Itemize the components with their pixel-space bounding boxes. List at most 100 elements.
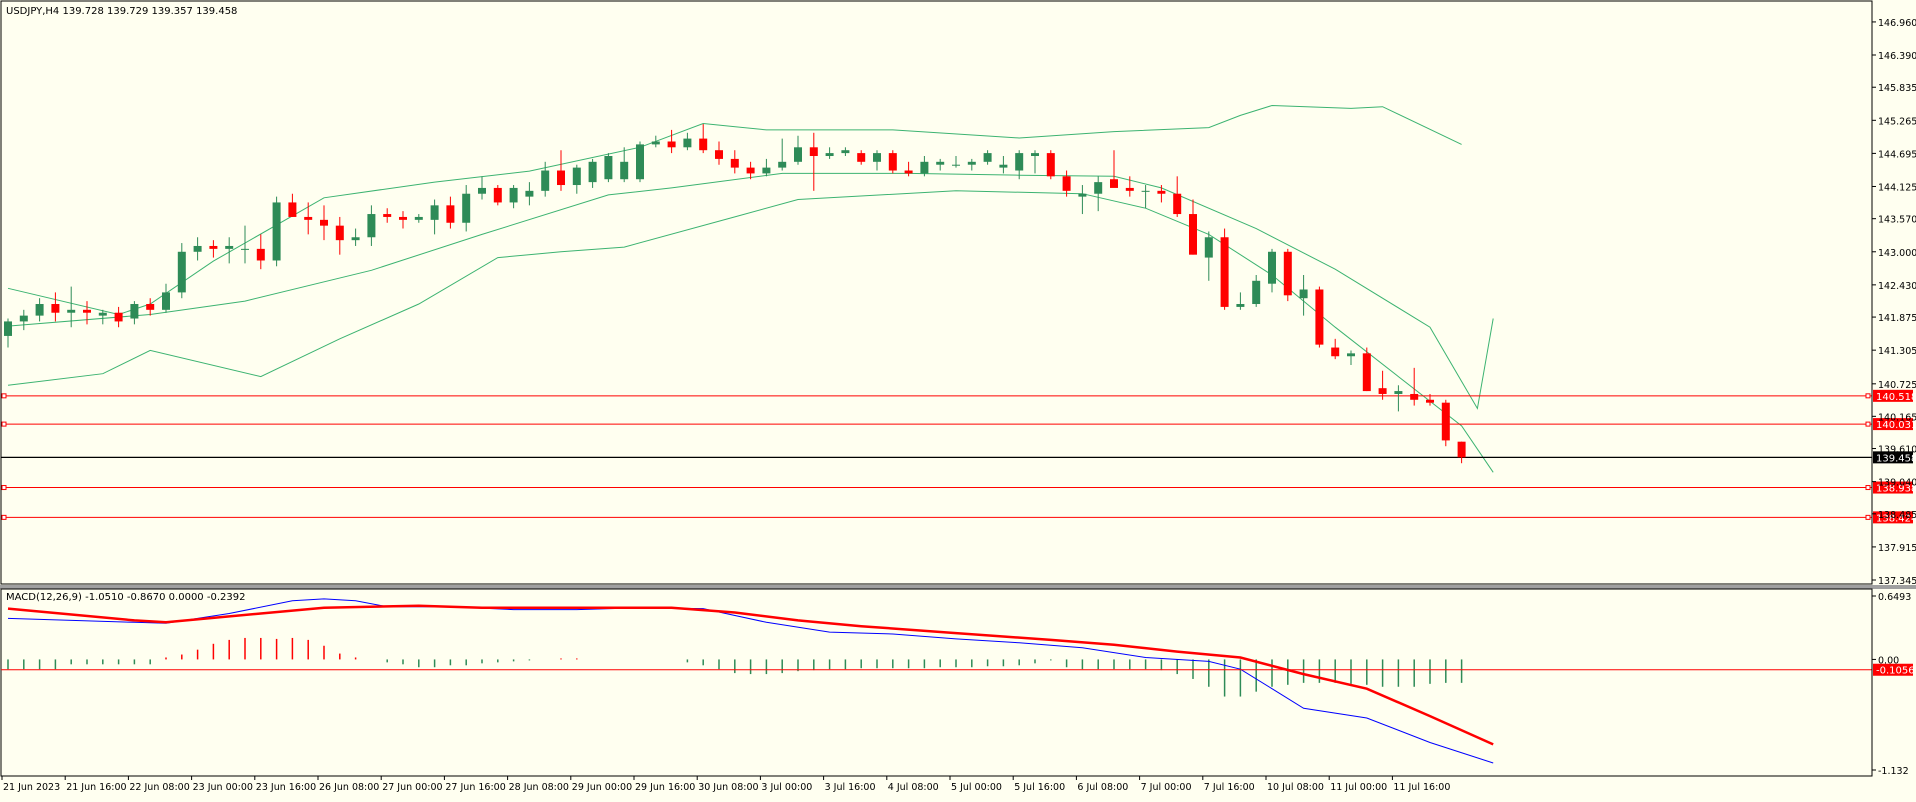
price-tick-label: 140.165 (1878, 412, 1916, 423)
candle-body (746, 167, 755, 174)
time-tick-label: 11 Jul 16:00 (1393, 782, 1450, 793)
macd-tick-label: -1.132 (1878, 766, 1909, 777)
level-handle-left[interactable] (1, 393, 7, 399)
time-tick-label: 4 Jul 08:00 (888, 782, 939, 793)
candle-body (1331, 347, 1340, 357)
candle-body (446, 205, 455, 223)
horizontal-levels[interactable]: 140.518 140.031 138.938 138.424 139.458 (1, 389, 1916, 525)
macd-indicator (1, 598, 1872, 764)
time-tick-label: 5 Jul 00:00 (951, 782, 1002, 793)
level-price-label: 140.031 (1876, 420, 1916, 431)
level-price-label: 138.424 (1876, 513, 1916, 524)
candle-body (730, 158, 739, 168)
candles (4, 124, 1466, 464)
candle-body (715, 150, 723, 159)
candle-body (888, 153, 897, 171)
candle-body (1094, 182, 1103, 194)
chart-title: USDJPY,H4 139.728 139.729 139.357 139.45… (6, 6, 237, 17)
level-handle-right[interactable] (1865, 485, 1871, 491)
candle-body (636, 144, 644, 180)
time-tick-label: 21 Jun 2023 (3, 782, 60, 793)
candle-body (904, 170, 913, 174)
candle-body (683, 138, 692, 148)
candle-body (794, 147, 802, 162)
candle-body (19, 315, 28, 322)
candle-body (1125, 187, 1134, 191)
time-tick-label: 23 Jun 16:00 (256, 782, 316, 793)
price-tick-label: 138.485 (1878, 510, 1916, 521)
level-price-tag (1873, 481, 1913, 494)
candle-body (920, 161, 929, 174)
macd-title: MACD(12,26,9) -1.0510 -0.8670 0.0000 -0.… (6, 592, 245, 603)
price-tick-label: 141.875 (1878, 313, 1916, 324)
band-upper (7, 104, 1462, 316)
candle-body (335, 225, 344, 241)
candle-body (146, 304, 155, 310)
bid-price-label: 139.458 (1876, 453, 1916, 464)
level-price-tag (1873, 418, 1913, 431)
candle-body (1141, 190, 1150, 192)
price-tick-label: 139.040 (1878, 478, 1916, 489)
price-tick-label: 141.305 (1878, 346, 1916, 357)
candle-body (320, 219, 328, 226)
candle-body (525, 190, 534, 197)
candle-body (478, 187, 486, 194)
candle-body (809, 147, 818, 157)
candle-body (414, 216, 423, 220)
price-tick-label: 143.000 (1878, 248, 1916, 259)
level-handle-left[interactable] (1, 514, 7, 520)
level-handle-left[interactable] (1, 421, 7, 427)
candle-body (1015, 153, 1024, 171)
candle-body (67, 309, 76, 313)
time-tick-label: 5 Jul 16:00 (1014, 782, 1065, 793)
time-tick-label: 30 Jun 08:00 (698, 782, 758, 793)
level-price-label: 138.938 (1876, 484, 1916, 495)
candle-body (873, 153, 881, 162)
candle-body (620, 161, 629, 180)
level-handle-right[interactable] (1865, 393, 1871, 399)
price-tick-label: 137.345 (1878, 576, 1916, 587)
macd-signal-line (7, 604, 1494, 746)
candle-body (983, 153, 992, 162)
candle-body (541, 170, 550, 191)
candle-body (699, 138, 708, 151)
candle-body (1252, 280, 1261, 305)
candle-body (1062, 176, 1071, 191)
macd-tick-label: 0.6493 (1878, 592, 1911, 603)
candle-body (588, 161, 597, 183)
time-tick-label: 27 Jun 00:00 (382, 782, 442, 793)
time-tick-label: 29 Jun 00:00 (572, 782, 632, 793)
level-handle-right[interactable] (1865, 514, 1871, 520)
candle-body (651, 141, 660, 145)
candle-body (1189, 214, 1197, 255)
candle-body (399, 216, 407, 220)
candle-body (4, 321, 12, 336)
level-price-label: 140.518 (1876, 392, 1916, 403)
level-handle-left[interactable] (1, 485, 7, 491)
candle-body (778, 161, 787, 168)
level-price-tag (1873, 511, 1913, 524)
candle-body (967, 161, 976, 165)
candle-body (762, 167, 771, 174)
candle-body (209, 245, 218, 249)
candle-body (367, 214, 376, 238)
time-tick-label: 21 Jun 16:00 (66, 782, 126, 793)
candle-body (1268, 251, 1276, 284)
candle-body (272, 202, 281, 261)
time-tick-label: 3 Jul 16:00 (825, 782, 876, 793)
panel-separator[interactable] (0, 585, 1916, 589)
candle-body (130, 304, 139, 319)
candle-body (1299, 289, 1308, 299)
candle-body (351, 237, 360, 241)
price-tick-label: 145.265 (1878, 116, 1916, 127)
price-tick-label: 143.570 (1878, 215, 1916, 226)
price-tick-label: 146.390 (1878, 51, 1916, 62)
candle-body (51, 304, 60, 313)
level-handle-right[interactable] (1865, 421, 1871, 427)
macd-level-label: -0.1056 (1876, 666, 1915, 677)
price-tick-label: 144.695 (1878, 149, 1916, 160)
candle-body (493, 187, 502, 203)
